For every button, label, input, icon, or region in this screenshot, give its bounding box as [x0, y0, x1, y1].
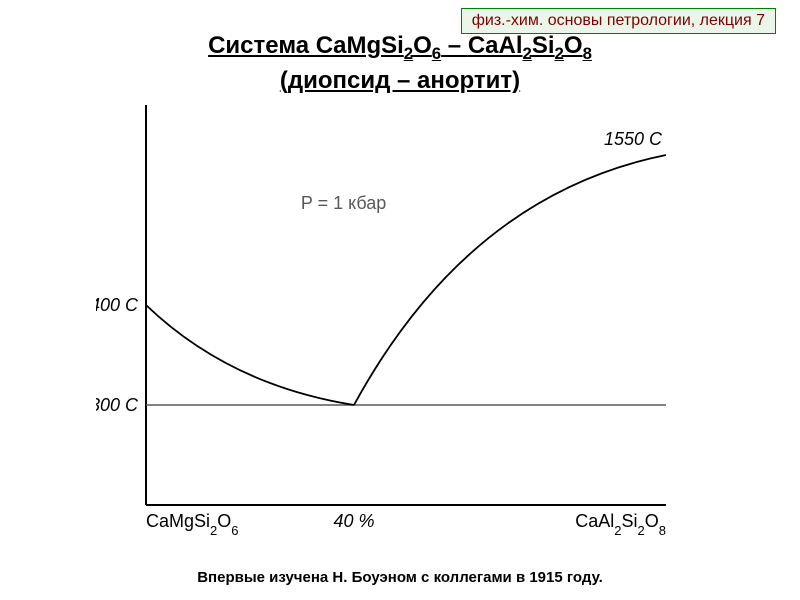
slide-title: Система CaMgSi2O6 – CaAl2Si2O8 (диопсид …: [0, 30, 800, 96]
t1-s4: 2: [555, 44, 564, 63]
svg-text:P = 1 кбар: P = 1 кбар: [301, 193, 386, 213]
t1-m2: CaAl: [468, 32, 523, 59]
svg-text:1300 C: 1300 C: [96, 395, 139, 415]
t1-d: –: [441, 32, 468, 59]
svg-text:1400 C: 1400 C: [96, 295, 139, 315]
title-line2: (диопсид – анортит): [280, 67, 520, 94]
t1-m4: O: [564, 32, 583, 59]
footer-text: Впервые изучена Н. Боуэном с коллегами в…: [197, 569, 603, 586]
t1-m1: O: [413, 32, 432, 59]
svg-text:CaMgSi2O6: CaMgSi2O6: [146, 511, 239, 535]
svg-text:40 %: 40 %: [333, 511, 374, 531]
t1-m3: Si: [532, 32, 555, 59]
t1-s3: 2: [523, 44, 532, 63]
title-line1: Система CaMgSi2O6 – CaAl2Si2O8: [208, 32, 592, 59]
svg-text:1550 C: 1550 C: [604, 129, 663, 149]
phase-diagram-chart: 1400 C 1300 C 1550 C P = 1 кбар 40 % CaMgSi2O…: [96, 105, 686, 535]
footer-note: Впервые изучена Н. Боуэном с коллегами в…: [0, 569, 800, 586]
t1-a: Система CaMgSi: [208, 32, 404, 59]
t1-s2: 6: [432, 44, 441, 63]
lecture-header-text: физ.-хим. основы петрологии, лекция 7: [472, 12, 765, 29]
t1-s5: 8: [583, 44, 592, 63]
t1-s1: 2: [404, 44, 413, 63]
svg-text:CaAl2Si2O8: CaAl2Si2O8: [575, 511, 666, 535]
